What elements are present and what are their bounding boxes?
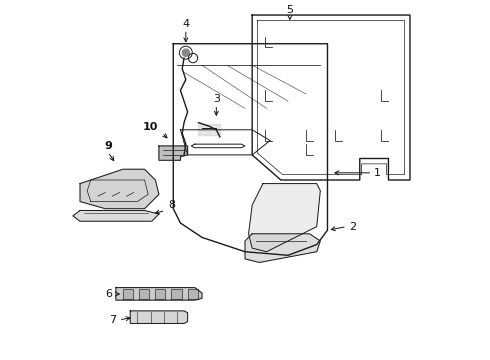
Text: 5: 5	[286, 5, 294, 15]
Polygon shape	[248, 184, 320, 252]
Polygon shape	[80, 169, 159, 209]
Polygon shape	[172, 289, 181, 299]
Polygon shape	[188, 289, 197, 299]
Polygon shape	[245, 234, 320, 262]
Polygon shape	[73, 211, 159, 221]
Polygon shape	[116, 288, 202, 300]
Text: 7: 7	[109, 315, 116, 325]
Text: 3: 3	[213, 94, 220, 104]
Polygon shape	[139, 289, 149, 299]
Text: 6: 6	[105, 289, 112, 299]
Polygon shape	[155, 289, 166, 299]
Text: 9: 9	[104, 141, 112, 151]
Text: 2: 2	[349, 222, 356, 231]
Text: 1: 1	[374, 168, 381, 178]
Text: 8: 8	[168, 200, 175, 210]
Polygon shape	[198, 125, 220, 135]
Text: 10: 10	[142, 122, 158, 132]
Text: 4: 4	[182, 19, 190, 29]
Polygon shape	[130, 311, 188, 323]
Polygon shape	[159, 146, 188, 160]
Polygon shape	[123, 289, 133, 299]
Circle shape	[182, 49, 190, 56]
